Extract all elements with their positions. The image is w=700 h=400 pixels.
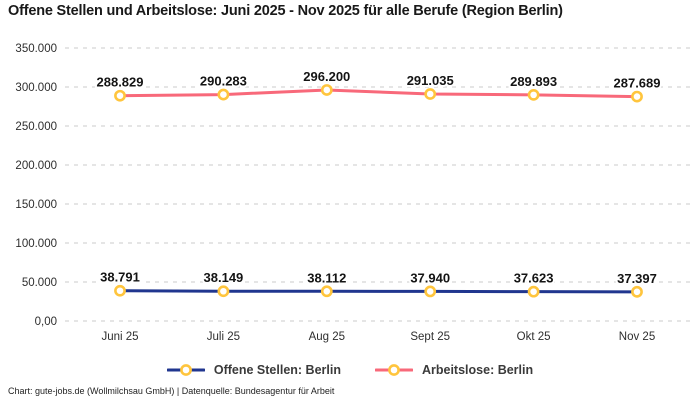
y-axis-tick-label: 0,00 [35,316,57,328]
legend-label: Arbeitslose: Berlin [421,363,534,377]
data-point-label: 288.829 [97,75,144,90]
data-point-label: 37.623 [514,271,554,286]
legend-marker [388,364,400,376]
chart-attribution: Chart: gute-jobs.de (Wollmilchsau GmbH) … [8,386,335,396]
y-axis-tick-label: 100.000 [15,238,57,250]
data-point-label: 37.940 [410,270,450,285]
y-axis-tick-label: 350.000 [15,43,57,55]
x-axis-tick-label: Sept 25 [410,331,450,343]
data-point-label: 38.112 [307,270,346,285]
legend-swatch-icon [166,364,205,376]
data-point-marker [320,285,333,298]
line-chart: 0,00 50.000 100.000 150.000 200.000 250.000 30… [15,43,690,343]
legend-item: Arbeitslose: Berlin [374,363,534,377]
y-axis-tick-label: 200.000 [15,160,57,172]
data-point-marker [114,89,126,102]
y-axis-tick-label: 50.000 [22,277,57,289]
data-point-marker [527,88,540,101]
data-point-marker [114,284,126,297]
data-point-marker [320,84,333,96]
data-point-marker [424,285,437,298]
data-point-label: 289.893 [510,74,557,89]
data-point-label: 38.149 [204,270,244,285]
legend-swatch-icon [374,364,413,376]
data-point-label: 296.200 [303,69,350,84]
chart-title: Offene Stellen und Arbeitslose: Juni 202… [8,3,563,19]
series-line [118,88,639,99]
data-point-label: 291.035 [407,73,454,88]
data-point-label: 38.791 [100,270,140,285]
y-axis-tick-label: 250.000 [15,121,57,133]
data-point-marker [424,88,437,100]
chart-legend: Offene Stellen: Berlin Arbeitslose: Berli… [0,359,700,381]
legend-marker [179,364,192,376]
x-axis-tick-label: Nov 25 [619,331,655,343]
y-axis-tick-label: 150.000 [15,199,57,211]
x-axis-tick-label: Aug 25 [309,331,345,343]
y-axis-tick-label: 300.000 [15,82,57,94]
x-axis-tick-label: Juni 25 [101,331,138,343]
legend-item: Offene Stellen: Berlin [166,363,341,377]
x-axis-tick-label: Okt 25 [517,331,551,343]
data-point-label: 37.397 [617,271,657,286]
data-point-marker [217,88,230,101]
data-point-marker [631,285,643,298]
data-point-marker [217,285,230,298]
data-point-marker [631,90,643,103]
data-point-marker [527,285,540,298]
data-point-label: 290.283 [200,74,247,89]
data-point-label: 287.689 [614,76,661,91]
series-line [118,289,639,294]
x-axis-tick-label: Juli 25 [207,331,240,343]
legend-label: Offene Stellen: Berlin [213,363,341,377]
